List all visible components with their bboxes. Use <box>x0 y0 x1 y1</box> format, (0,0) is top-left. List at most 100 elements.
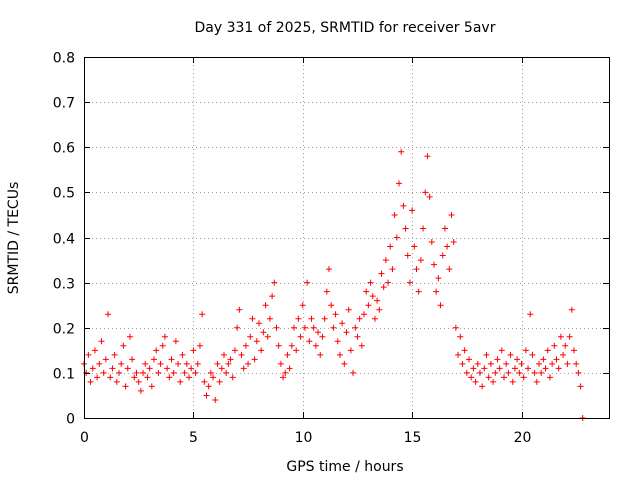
data-point <box>542 365 549 372</box>
data-point <box>435 275 442 282</box>
data-point <box>269 293 276 300</box>
data-point <box>236 306 243 313</box>
data-point <box>389 266 396 273</box>
data-point <box>157 360 164 367</box>
data-point <box>494 356 501 363</box>
data-point <box>113 378 120 385</box>
data-point <box>367 279 374 286</box>
x-tick-label: 20 <box>514 430 532 446</box>
data-point <box>126 333 133 340</box>
data-point <box>463 369 470 376</box>
data-point <box>131 374 138 381</box>
data-point <box>457 333 464 340</box>
data-point <box>87 378 94 385</box>
data-points <box>81 148 586 421</box>
data-point <box>406 279 413 286</box>
data-point <box>361 311 367 318</box>
data-point <box>557 333 564 340</box>
data-point <box>444 243 451 250</box>
data-point <box>387 243 394 250</box>
data-point <box>356 315 363 322</box>
data-point <box>553 356 560 363</box>
data-point <box>343 329 350 336</box>
data-point <box>161 333 168 340</box>
data-point <box>522 347 529 354</box>
x-tick-label: 10 <box>295 430 313 446</box>
data-point <box>529 351 536 358</box>
data-point <box>483 351 490 358</box>
data-point <box>273 324 280 331</box>
data-point <box>345 306 352 313</box>
data-point <box>295 315 302 322</box>
data-point <box>538 369 545 376</box>
data-point <box>328 302 335 309</box>
data-point <box>459 360 466 367</box>
data-point <box>461 347 468 354</box>
data-point <box>280 374 287 381</box>
data-point <box>396 180 402 187</box>
data-point <box>170 369 177 376</box>
data-point <box>354 333 361 340</box>
data-point <box>120 342 127 349</box>
data-point <box>144 374 151 381</box>
data-point <box>245 360 252 367</box>
data-point <box>577 383 584 390</box>
y-tick-label: 0 <box>66 412 75 428</box>
y-tick-label: 0.4 <box>53 232 75 248</box>
data-point <box>168 356 175 363</box>
data-point <box>555 365 562 372</box>
data-point <box>194 360 201 367</box>
y-tick-label: 0.8 <box>53 51 75 67</box>
data-point <box>277 360 284 367</box>
data-point <box>166 374 173 381</box>
data-point <box>326 266 332 273</box>
data-point <box>218 365 225 372</box>
data-point <box>109 365 116 372</box>
data-point <box>260 329 267 336</box>
data-point <box>89 365 96 372</box>
data-point <box>96 360 103 367</box>
data-point <box>573 360 580 367</box>
data-point <box>446 266 453 273</box>
data-point <box>431 261 437 268</box>
data-point <box>562 342 569 349</box>
data-point <box>111 351 118 358</box>
data-point <box>514 356 521 363</box>
data-point <box>249 315 256 322</box>
data-point <box>382 257 389 264</box>
data-point <box>137 387 144 394</box>
data-point <box>299 302 306 309</box>
data-point <box>282 369 289 376</box>
data-point <box>238 351 245 358</box>
data-point <box>393 234 400 241</box>
data-point <box>304 279 311 286</box>
data-point <box>85 351 92 358</box>
data-point <box>472 378 479 385</box>
data-point <box>323 288 330 295</box>
data-point <box>352 324 359 331</box>
data-point <box>518 360 525 367</box>
data-point <box>214 360 221 367</box>
x-tick-label: 0 <box>80 430 89 446</box>
data-point <box>105 311 112 318</box>
data-point <box>474 360 481 367</box>
data-point <box>566 333 573 340</box>
data-point <box>297 333 304 340</box>
data-point <box>284 351 291 358</box>
data-point <box>391 211 398 218</box>
data-point <box>485 374 492 381</box>
data-point <box>234 324 241 331</box>
data-point <box>468 374 475 381</box>
data-point <box>511 365 518 372</box>
chart-title: Day 331 of 2025, SRMTID for receiver 5av… <box>195 20 496 36</box>
data-point <box>520 374 527 381</box>
data-point <box>385 279 392 286</box>
data-point <box>183 360 190 367</box>
data-point <box>564 360 571 367</box>
data-point <box>153 347 160 354</box>
data-point <box>317 351 324 358</box>
data-point <box>227 356 234 363</box>
data-point <box>551 342 558 349</box>
data-point <box>203 392 210 399</box>
data-point <box>441 225 448 232</box>
